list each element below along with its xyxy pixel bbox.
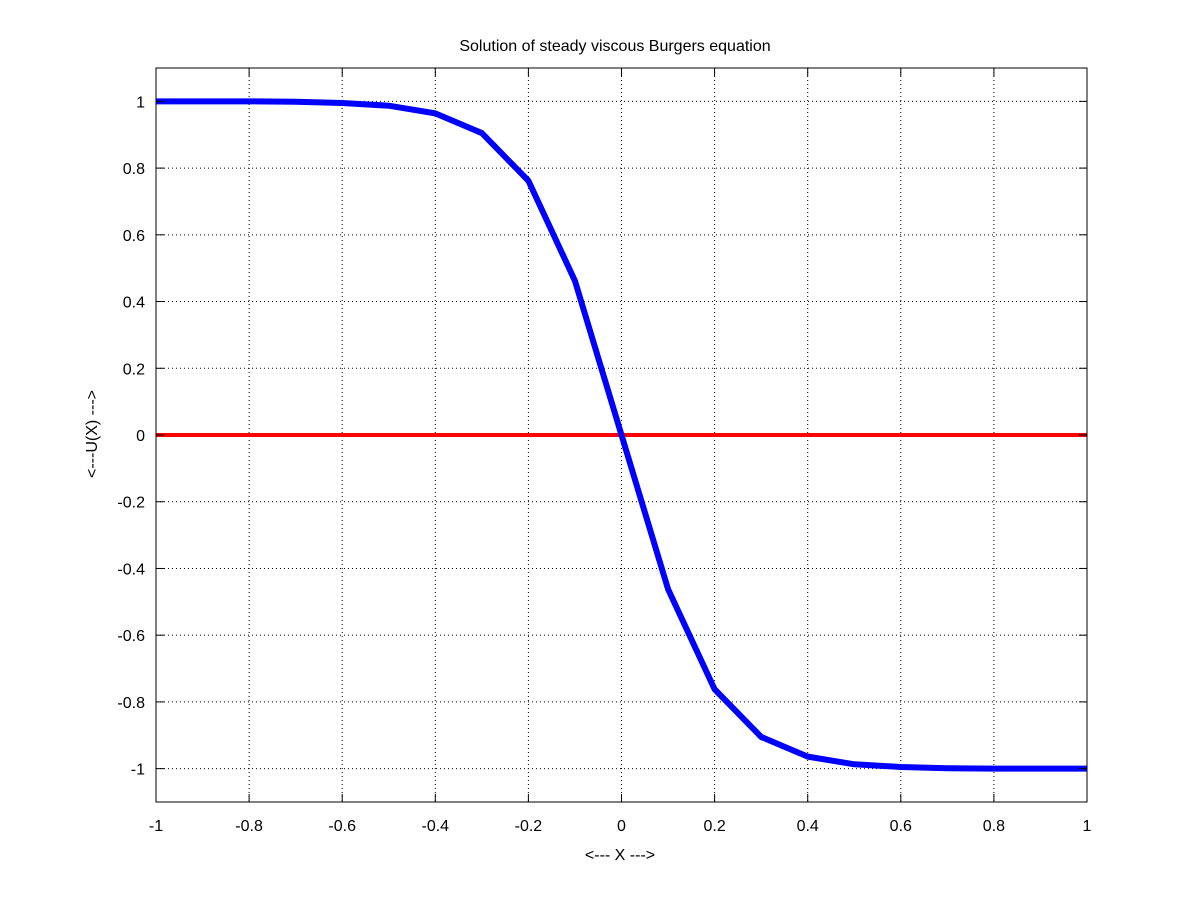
- y-tick-label: -1: [131, 762, 145, 779]
- y-tick-label: 0.6: [123, 228, 145, 245]
- x-tick-label: 0.2: [703, 818, 725, 835]
- y-tick-label: -0.8: [117, 695, 145, 712]
- y-tick-label: -0.2: [117, 495, 145, 512]
- x-tick-label: 0.8: [983, 818, 1005, 835]
- y-tick-label: -0.6: [117, 628, 145, 645]
- y-tick-label: 0.4: [123, 295, 145, 312]
- x-tick-label: -0.8: [235, 818, 263, 835]
- y-tick-label: 0.2: [123, 361, 145, 378]
- y-tick-label: -0.4: [117, 561, 145, 578]
- x-tick-label: -1: [149, 818, 163, 835]
- x-tick-label: -0.2: [515, 818, 543, 835]
- x-tick-label: 0.4: [797, 818, 819, 835]
- x-tick-label: 0.6: [890, 818, 912, 835]
- y-tick-label: 0: [136, 428, 145, 445]
- x-tick-label: 0: [617, 818, 626, 835]
- axis-ticks: -1 -0.8 -0.6 -0.4 -0.2 0 0.2 0.4 0.6 0.8 1 -1 -0.8 -0…: [117, 68, 1092, 835]
- data-series: [156, 98, 1087, 772]
- x-tick-label: -0.6: [328, 818, 356, 835]
- x-axis-label: <--- X --->: [585, 847, 655, 864]
- solution-curve-series: [156, 98, 1087, 772]
- y-axis-label: <---U(X) --->: [84, 390, 101, 478]
- y-tick-label: 0.8: [123, 161, 145, 178]
- x-tick-label: 1: [1083, 818, 1092, 835]
- chart-title: Solution of steady viscous Burgers equat…: [459, 38, 770, 55]
- y-tick-label: 1: [136, 94, 145, 111]
- x-tick-label: -0.4: [422, 818, 450, 835]
